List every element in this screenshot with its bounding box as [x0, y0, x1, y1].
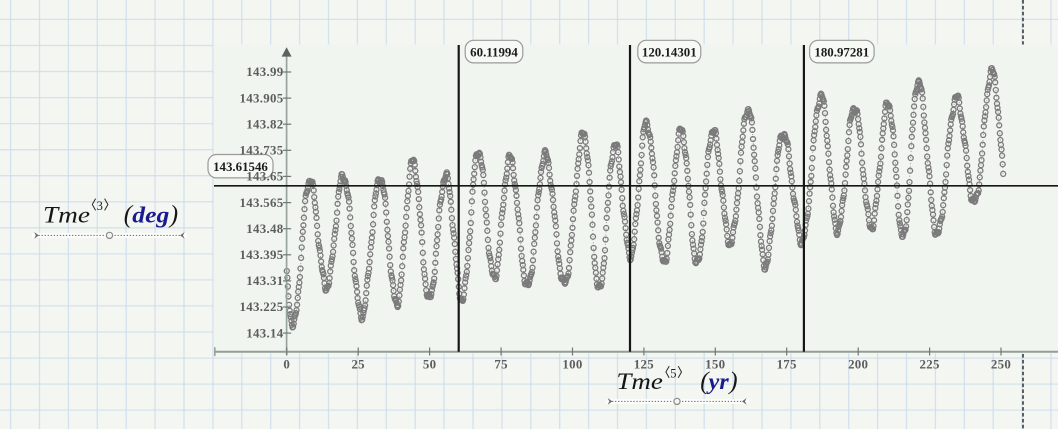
svg-text:Tme: Tme	[616, 369, 663, 395]
svg-text:): )	[727, 368, 737, 395]
svg-text:75: 75	[494, 358, 508, 372]
svg-text:(: (	[700, 368, 710, 395]
svg-text:60.11994: 60.11994	[470, 45, 518, 59]
svg-text:143.99: 143.99	[246, 65, 283, 79]
svg-text:25: 25	[351, 358, 365, 372]
svg-text:143.565: 143.565	[240, 196, 284, 210]
svg-text:250: 250	[991, 358, 1011, 372]
svg-text:143.48: 143.48	[246, 222, 284, 236]
svg-text:143.14: 143.14	[246, 326, 284, 340]
svg-text:125: 125	[634, 358, 654, 372]
svg-text:150: 150	[705, 358, 725, 372]
svg-text:225: 225	[919, 358, 939, 372]
svg-text:143.65: 143.65	[246, 170, 283, 184]
svg-text:5: 5	[670, 366, 676, 380]
svg-text:143.395: 143.395	[240, 248, 284, 262]
svg-text:100: 100	[562, 358, 582, 372]
svg-text:0: 0	[283, 358, 290, 372]
svg-text:200: 200	[848, 358, 868, 372]
svg-text:): )	[168, 202, 178, 229]
svg-text:50: 50	[423, 358, 437, 372]
svg-text:3: 3	[97, 199, 103, 213]
svg-text:175: 175	[777, 358, 797, 372]
svg-text:deg: deg	[132, 203, 169, 229]
svg-text:180.97281: 180.97281	[814, 45, 869, 59]
svg-text:143.225: 143.225	[240, 300, 284, 314]
svg-text:143.905: 143.905	[240, 91, 284, 105]
svg-text:143.82: 143.82	[246, 117, 283, 131]
svg-text:Tme: Tme	[43, 203, 90, 229]
svg-text:yr: yr	[706, 369, 730, 395]
svg-text:(: (	[124, 202, 134, 229]
svg-text:143.31: 143.31	[246, 274, 283, 288]
svg-text:120.14301: 120.14301	[642, 45, 697, 59]
svg-text:143.735: 143.735	[240, 144, 284, 158]
svg-text:143.61546: 143.61546	[213, 160, 268, 174]
